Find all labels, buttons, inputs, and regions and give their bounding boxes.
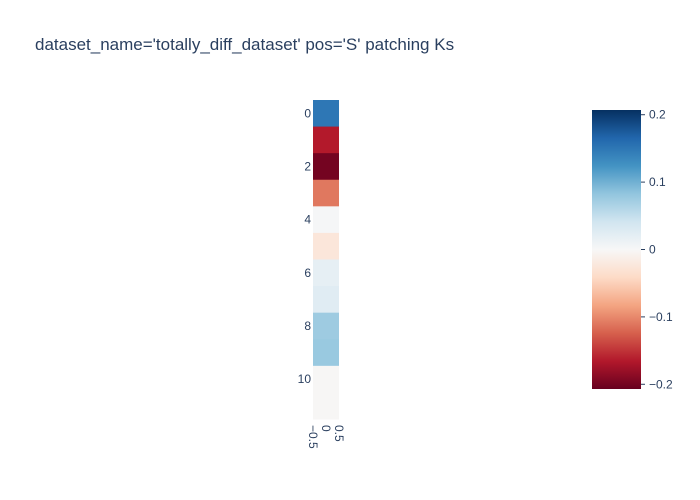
heatmap-cell: [313, 126, 339, 154]
y-tick-label: 10: [298, 372, 312, 386]
colorbar-tick-label: −0.1: [649, 310, 673, 324]
heatmap-cell: [313, 259, 339, 287]
heatmap-cell: [313, 339, 339, 367]
colorbar-tick-label: 0: [649, 243, 656, 257]
heatmap-cell: [313, 179, 339, 207]
colorbar: 0.2 0.1 0 −0.1 −0.2: [592, 108, 673, 391]
y-tick-label: 6: [304, 266, 311, 280]
heatmap-cell: [313, 365, 339, 393]
colorbar-tick-label: 0.2: [649, 108, 666, 122]
heatmap-cell: [313, 286, 339, 314]
y-tick-label: 8: [304, 319, 311, 333]
heatmap-cells: [313, 100, 339, 420]
heatmap-cell: [313, 232, 339, 260]
heatmap-cell: [313, 392, 339, 420]
x-tick-label: −0.5: [306, 425, 320, 449]
heatmap-cell: [313, 312, 339, 340]
y-tick-label: 2: [304, 159, 311, 173]
x-axis: −0.5 0 0.5: [306, 425, 346, 449]
x-tick-label: 0: [319, 425, 333, 432]
y-tick-label: 0: [304, 106, 311, 120]
chart-title: dataset_name='totally_diff_dataset' pos=…: [35, 35, 454, 54]
y-axis: 0 2 4 6 8 10: [298, 106, 312, 386]
heatmap-cell: [313, 206, 339, 234]
colorbar-gradient: [592, 110, 641, 389]
x-tick-label: 0.5: [332, 425, 346, 442]
colorbar-tick-label: 0.1: [649, 175, 666, 189]
heatmap-cell: [313, 153, 339, 181]
heatmap-cell: [313, 100, 339, 128]
colorbar-tick-label: −0.2: [649, 377, 673, 391]
y-tick-label: 4: [304, 213, 311, 227]
